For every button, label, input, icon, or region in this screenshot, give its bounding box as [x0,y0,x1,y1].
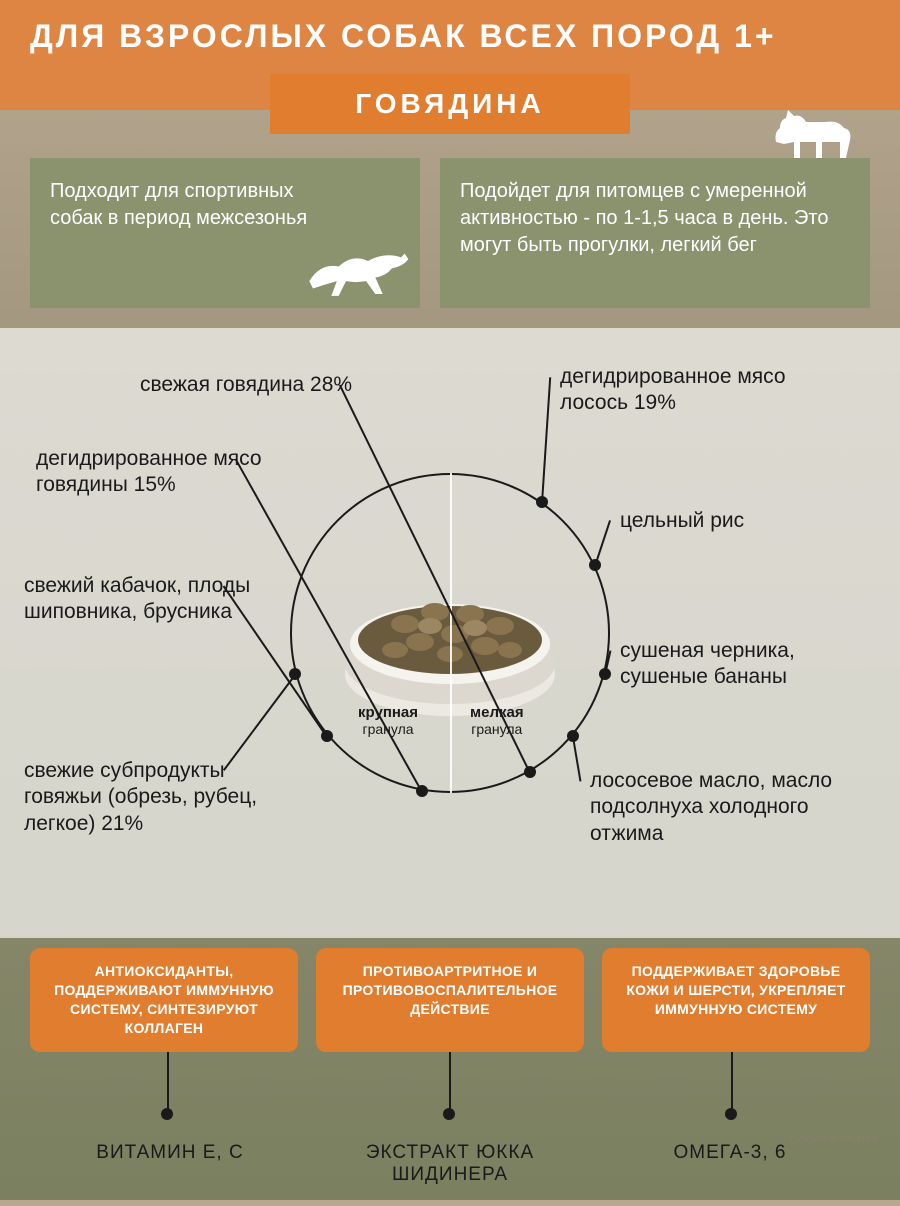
ingredient-label: дегидрированное мясо лосось 19% [560,364,820,417]
ingredient-label: свежие субпродукты говяжьи (обрезь, рубе… [24,758,284,837]
info-text-moderate: Подойдет для питомцев с умеренной активн… [460,180,828,256]
source-3: ОМЕГА-3, 6 [590,1142,870,1186]
connector-line [167,1052,169,1112]
sources-row: ВИТАМИН E, C ЭКСТРАКТ ЮККА ШИДИНЕРА ОМЕГ… [0,1142,900,1206]
ingredient-leader [541,377,551,503]
flavor-badge: ГОВЯДИНА [270,74,630,134]
ingredient-label: сушеная черника, сушеные бананы [620,638,880,691]
ingredient-label: свежий кабачок, плоды шиповника, брусник… [24,573,284,626]
page-title: ДЛЯ ВЗРОСЛЫХ СОБАК ВСЕХ ПОРОД 1+ [30,18,777,55]
ingredient-label: лососевое масло, масло подсолнуха холодн… [590,768,850,847]
connector-dot [161,1108,173,1120]
benefit-box-3: ПОДДЕРЖИВАЕТ ЗДОРОВЬЕ КОЖИ И ШЕРСТИ, УКР… [602,948,870,1052]
source-2: ЭКСТРАКТ ЮККА ШИДИНЕРА [310,1142,590,1186]
benefit-box-1: АНТИОКСИДАНТЫ, ПОДДЕРЖИВАЮТ ИММУННУЮ СИС… [30,948,298,1052]
ingredient-label: дегидрированное мясо говядины 15% [36,446,296,499]
ingredient-leader [572,737,581,781]
ingredient-label: свежая говядина 28% [140,372,352,398]
running-dog-icon [302,242,412,302]
benefit-box-2: ПРОТИВОАРТРИТНОЕ И ПРОТИВОВОСПАЛИТЕЛЬНОЕ… [316,948,584,1052]
ingredients-panel: крупнаягранула мелкаягранула свежая говя… [0,328,900,938]
info-box-moderate: Подойдет для питомцев с умеренной активн… [440,158,870,308]
ingredient-leader [594,521,611,567]
source-1: ВИТАМИН E, C [30,1142,310,1186]
connector-dot [725,1108,737,1120]
standing-dog-icon [766,102,856,162]
connector-line [731,1052,733,1112]
benefit-connectors [30,1052,870,1142]
info-row: Подходит для спортивных собак в период м… [0,134,900,328]
ingredient-leader [339,385,531,773]
info-text-sport: Подходит для спортивных собак в период м… [50,180,307,229]
connector-dot [443,1108,455,1120]
benefits-row: АНТИОКСИДАНТЫ, ПОДДЕРЖИВАЮТ ИММУННУЮ СИС… [0,938,900,1052]
ingredient-callouts: свежая говядина 28% дегидрированное мясо … [0,328,900,938]
watermark: Бобик и Мурка [790,1131,878,1146]
info-box-sport: Подходит для спортивных собак в период м… [30,158,420,308]
connector-line [449,1052,451,1112]
ingredient-label: цельный рис [620,508,744,534]
